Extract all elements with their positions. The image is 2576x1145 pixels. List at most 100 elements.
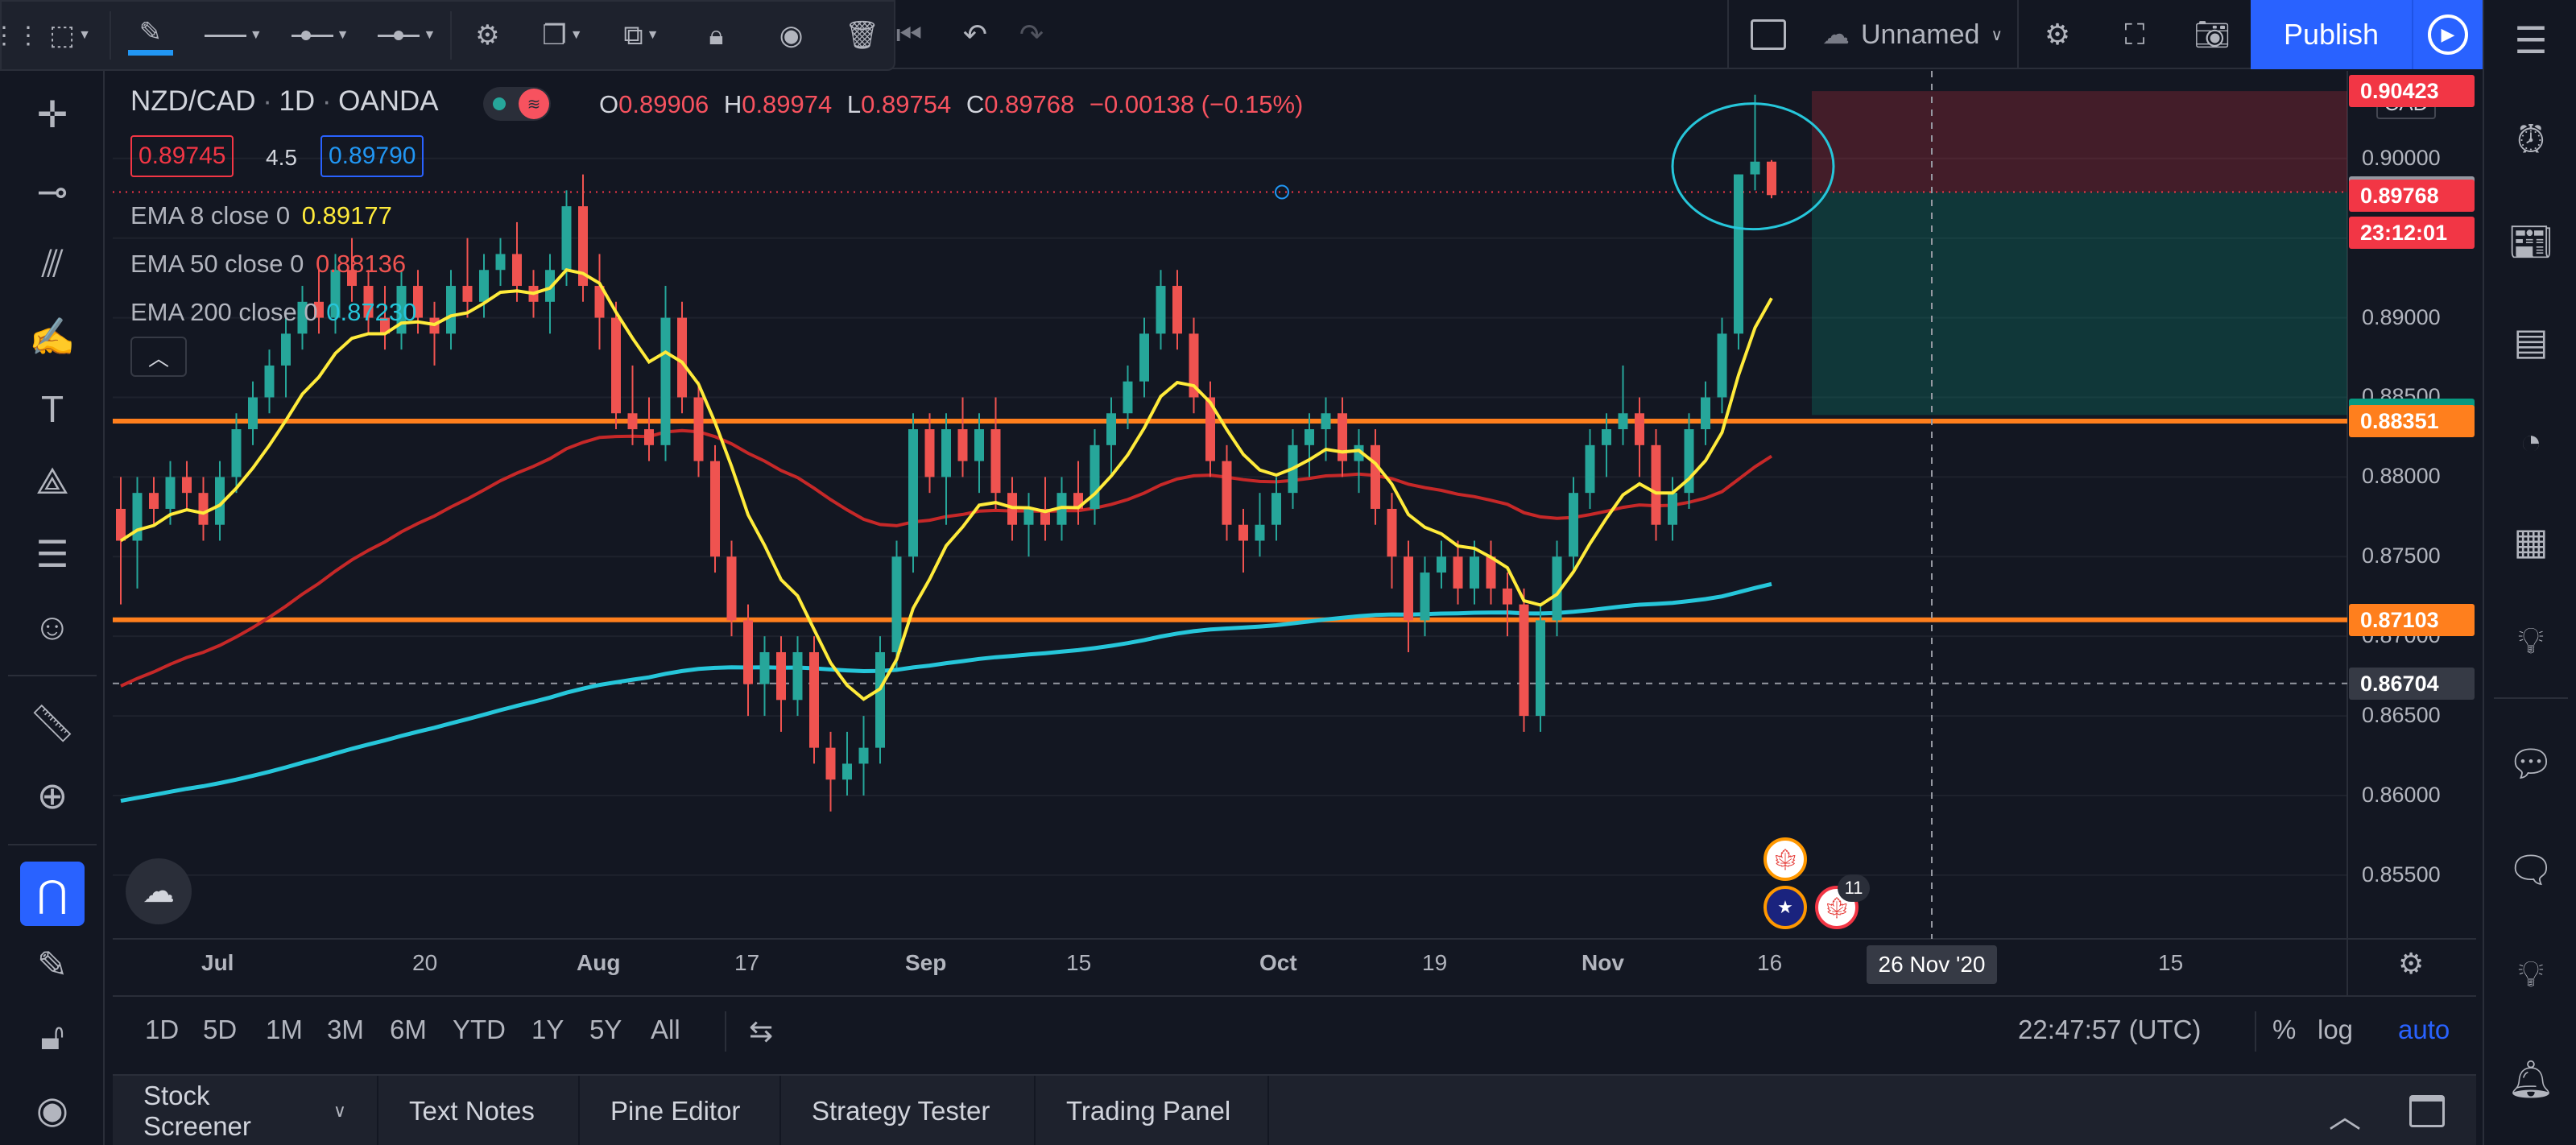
market-status[interactable]: ≋ xyxy=(483,87,551,121)
alerts-button[interactable]: ⏰︎ xyxy=(2499,108,2563,172)
price-label: 0.87103 xyxy=(2349,603,2475,636)
maximize-panel-icon[interactable] xyxy=(2409,1095,2445,1127)
tab-stock-screener[interactable]: Stock Screener ∨ xyxy=(113,1076,378,1145)
wave-icon: ≋ xyxy=(519,89,549,119)
range-1m[interactable]: 1M xyxy=(266,1015,303,1044)
auto-toggle[interactable]: auto xyxy=(2398,1015,2450,1044)
lock-icon: 🔒︎ xyxy=(709,19,724,51)
price-chart[interactable] xyxy=(113,71,2476,995)
ema8-legend[interactable]: EMA 8 close 0 0.89177 xyxy=(130,201,392,230)
collapse-legend-button[interactable]: ︿ xyxy=(130,337,187,377)
help-button[interactable]: 💡︎ xyxy=(2499,942,2563,1007)
tab-strategy-tester[interactable]: Strategy Tester xyxy=(781,1076,1036,1145)
sell-price-button[interactable]: 0.89745 xyxy=(130,135,234,177)
drag-handle-icon[interactable]: ⋮⋮ xyxy=(0,22,40,49)
tab-pine-editor[interactable]: Pine Editor xyxy=(580,1076,781,1145)
hide-drawings-tool[interactable]: ◉ xyxy=(20,1077,85,1142)
clone-button[interactable]: ⧉ ▼ xyxy=(602,3,680,68)
canada-flag-event-icon[interactable]: 🍁︎ xyxy=(1764,837,1807,881)
layers-button[interactable]: ❐ ▼ xyxy=(523,3,602,68)
chats-button[interactable]: 🗨︎ xyxy=(2499,837,2563,902)
time-axis[interactable]: Jul 20 Aug 17 Sep 15 Oct 19 Nov 16 15 26 Nov '20 ⚙ xyxy=(113,939,2476,994)
ideas-button[interactable]: 💡︎ xyxy=(2499,609,2563,673)
snapshot-button[interactable]: 📷︎ xyxy=(2173,0,2251,69)
interval[interactable]: 1D xyxy=(279,85,316,117)
stay-drawing-tool[interactable]: ✎ xyxy=(20,932,85,997)
ema200-legend[interactable]: EMA 200 close 0 0.87230 xyxy=(130,298,416,327)
publish-button[interactable]: Publish xyxy=(2251,0,2412,69)
range-ytd[interactable]: YTD xyxy=(453,1015,506,1044)
data-window-button[interactable]: ▤ xyxy=(2499,309,2563,374)
prediction-tool[interactable]: ☰ xyxy=(20,522,85,586)
line-end-button[interactable]: ▼ xyxy=(363,3,450,68)
magnet-tool[interactable]: ⋂ xyxy=(20,862,85,926)
pitchfork-tool[interactable]: ⫻ xyxy=(20,232,85,296)
calendar-button[interactable]: ▦ xyxy=(2499,509,2563,573)
go-to-date-button[interactable]: ⇆ xyxy=(749,1015,773,1048)
close-key: C xyxy=(965,90,985,118)
range-1y[interactable]: 1Y xyxy=(531,1015,564,1044)
undo-button[interactable]: ↶ xyxy=(947,0,1003,69)
range-3m[interactable]: 3M xyxy=(327,1015,364,1044)
lock-drawings-tool[interactable]: 🔓︎ xyxy=(20,1005,85,1069)
settings-button[interactable]: ⚙ xyxy=(452,3,523,68)
fullscreen-button[interactable]: ⛶ xyxy=(2096,0,2173,69)
streams-button[interactable]: 💬︎ xyxy=(2499,731,2563,796)
redo-button[interactable]: ↷ xyxy=(1003,0,1060,69)
icon-tool[interactable]: ☺ xyxy=(20,594,85,659)
visibility-button[interactable]: ◉ xyxy=(752,3,831,68)
candle-body xyxy=(990,429,1001,494)
range-6m[interactable]: 6M xyxy=(390,1015,427,1044)
replay-button[interactable]: ▶ xyxy=(2412,0,2483,69)
trendline-tool[interactable]: ⊸ xyxy=(20,159,85,224)
delete-button[interactable]: 🗑︎ xyxy=(831,3,894,68)
news-button[interactable]: 📰︎ xyxy=(2499,209,2563,274)
nz-flag-event-icon[interactable]: ★ xyxy=(1764,886,1807,929)
low-value: 0.89754 xyxy=(861,90,952,118)
pattern-tool[interactable]: ⟁ xyxy=(20,449,85,514)
percent-toggle[interactable]: % xyxy=(2272,1015,2297,1044)
pencil-color-button[interactable]: ✎ xyxy=(111,3,190,68)
symbol-name[interactable]: NZD/CAD xyxy=(130,85,256,117)
lock-button[interactable]: 🔒︎ xyxy=(680,3,751,68)
selection-tool-button[interactable]: ⬚ ▼ xyxy=(31,3,110,68)
range-5d[interactable]: 5D xyxy=(203,1015,238,1044)
time-axis-settings-button[interactable]: ⚙ xyxy=(2398,947,2424,981)
tradingview-logo-icon[interactable]: ☁ xyxy=(126,858,192,924)
candle-body xyxy=(1437,556,1446,573)
ema50-legend[interactable]: EMA 50 close 0 0.88136 xyxy=(130,250,406,279)
log-toggle[interactable]: log xyxy=(2318,1015,2354,1044)
line-start-button[interactable]: ▼ xyxy=(277,3,364,68)
buy-price-button[interactable]: 0.89790 xyxy=(320,135,424,177)
hotlist-button[interactable]: ◔ xyxy=(2499,409,2563,473)
layout-button[interactable] xyxy=(1729,0,1808,69)
smiley-icon: ☺ xyxy=(33,606,72,647)
layout-name-button[interactable]: ☁ Unnamed ∨ xyxy=(1808,0,2017,69)
price-axis[interactable]: CAD 0.900000.895000.890000.885000.880000… xyxy=(2347,71,2476,989)
candle-body xyxy=(1404,556,1413,621)
tab-text-notes[interactable]: Text Notes xyxy=(378,1076,580,1145)
candle-body xyxy=(1338,413,1347,461)
horizontal-line-icon: ⊸ xyxy=(36,171,68,213)
skip-back-button[interactable]: ⏮ xyxy=(881,0,937,69)
utc-clock[interactable]: 22:47:57 (UTC) xyxy=(2018,1015,2202,1044)
range-5y[interactable]: 5Y xyxy=(589,1015,622,1044)
range-1d[interactable]: 1D xyxy=(145,1015,180,1044)
text-tool[interactable]: T xyxy=(20,377,85,441)
crosshair-tool[interactable]: ✛ xyxy=(20,82,85,147)
zoom-tool[interactable]: ⊕ xyxy=(20,763,85,828)
exchange[interactable]: OANDA xyxy=(338,85,439,117)
chevron-up-icon: ︿ xyxy=(2329,1099,2361,1135)
tab-trading-panel[interactable]: Trading Panel xyxy=(1036,1076,1269,1145)
alarm-clock-icon: ⏰︎ xyxy=(2516,118,2545,160)
chart-settings-button[interactable]: ⚙ xyxy=(2019,0,2096,69)
range-all[interactable]: All xyxy=(651,1015,680,1044)
price-label: 0.90423 xyxy=(2349,75,2475,108)
notifications-button[interactable]: 🔔︎ xyxy=(2499,1047,2563,1111)
line-style-button[interactable]: ▼ xyxy=(190,3,277,68)
chart-pane[interactable]: NZD/CAD · 1D · OANDA ≋ O0.89906 H0.89974… xyxy=(113,71,2476,995)
brush-tool[interactable]: ✍ xyxy=(20,304,85,369)
measure-tool[interactable]: 📏︎ xyxy=(20,691,85,755)
collapse-panel-button[interactable]: ︿ xyxy=(2329,1090,2361,1137)
watchlist-button[interactable]: ☰ xyxy=(2499,8,2563,72)
